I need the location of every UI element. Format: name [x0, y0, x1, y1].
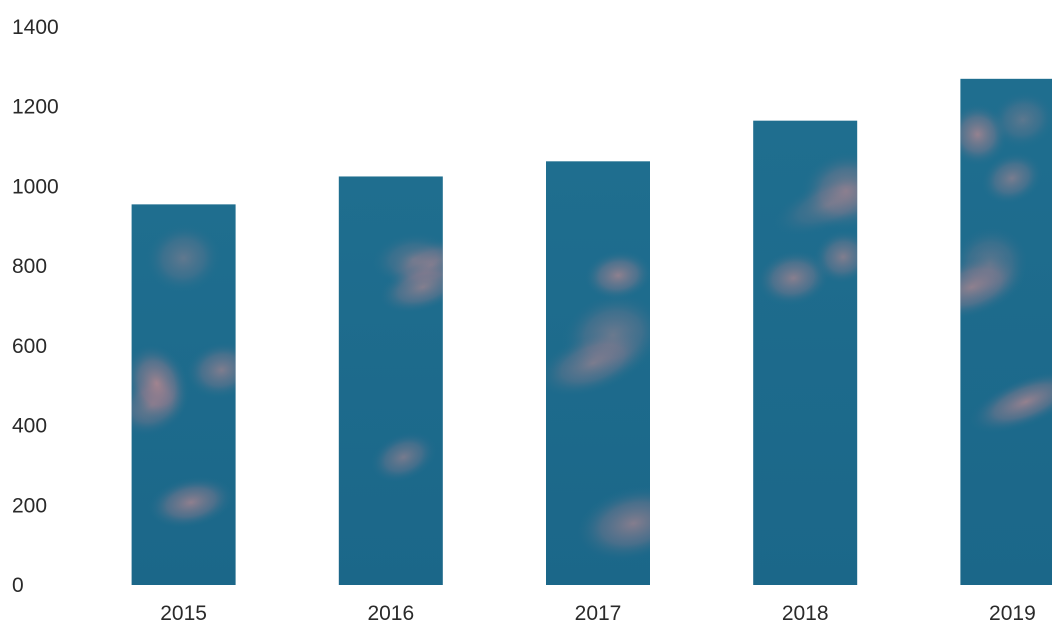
y-tick-label: 0 — [12, 574, 24, 597]
bar-2018 — [753, 120, 858, 586]
bar-2015 — [131, 204, 236, 585]
bars — [131, 78, 1052, 586]
bar-texture — [131, 223, 236, 529]
y-tick-label: 1200 — [12, 96, 59, 119]
bar-texture — [756, 150, 858, 307]
x-tick-label: 2019 — [989, 602, 1036, 624]
y-tick-label: 800 — [12, 255, 47, 278]
x-tick-label: 2015 — [160, 602, 207, 624]
y-tick-label: 200 — [12, 494, 47, 517]
y-axis: 0 200 400 600 800 1000 1200 1400 — [12, 16, 59, 597]
y-tick-label: 400 — [12, 415, 47, 438]
x-tick-label: 2017 — [575, 602, 622, 624]
bar-2019 — [960, 78, 1052, 586]
bar-texture — [960, 91, 1052, 434]
x-tick-label: 2016 — [367, 602, 414, 624]
bar-2016 — [338, 176, 443, 585]
x-axis: 2015 2016 2017 2018 2019 — [160, 602, 1036, 624]
x-tick-label: 2018 — [782, 602, 829, 624]
y-tick-label: 600 — [12, 335, 47, 358]
bar-texture — [370, 232, 443, 483]
y-tick-label: 1000 — [12, 175, 59, 198]
bar-2017 — [546, 161, 650, 585]
bar-texture — [546, 250, 650, 562]
y-tick-label: 1400 — [12, 16, 59, 39]
